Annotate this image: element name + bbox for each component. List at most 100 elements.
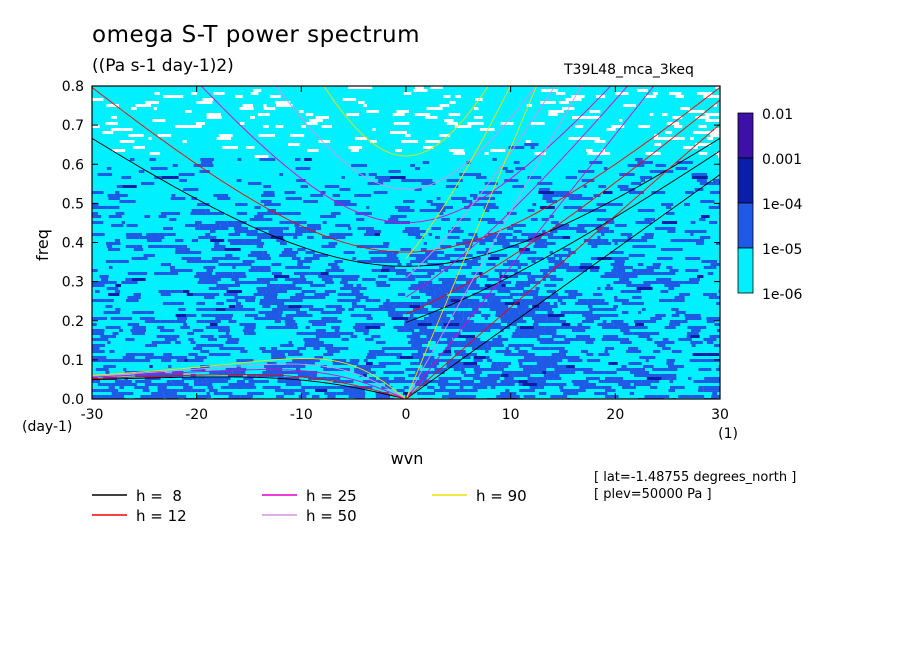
field-cell bbox=[635, 239, 641, 242]
field-cell bbox=[627, 164, 645, 167]
field-cell bbox=[236, 302, 241, 305]
field-cell bbox=[337, 293, 348, 296]
field-cell bbox=[542, 194, 560, 197]
field-cell bbox=[218, 314, 233, 317]
field-cell bbox=[116, 260, 129, 263]
field-cell bbox=[225, 341, 239, 344]
field-cell bbox=[465, 299, 480, 302]
field-cell bbox=[589, 110, 601, 113]
field-cell bbox=[507, 212, 517, 215]
field-cell bbox=[623, 104, 636, 107]
field-cell bbox=[314, 356, 323, 359]
field-cell bbox=[101, 359, 118, 362]
field-cell bbox=[92, 380, 96, 383]
field-cell bbox=[644, 233, 654, 236]
field-cell bbox=[473, 107, 479, 110]
field-cell bbox=[175, 248, 190, 251]
field-cell bbox=[183, 290, 190, 293]
field-cell bbox=[160, 329, 170, 332]
field-cell bbox=[411, 344, 422, 347]
field-cell bbox=[220, 224, 229, 227]
field-cell bbox=[708, 368, 712, 371]
field-cell bbox=[205, 209, 210, 212]
field-cell bbox=[332, 311, 342, 314]
field-cell bbox=[654, 227, 661, 230]
field-cell bbox=[567, 359, 583, 362]
field-cell bbox=[614, 299, 629, 302]
field-cell bbox=[259, 302, 271, 305]
field-cell bbox=[307, 341, 324, 344]
field-cell bbox=[652, 263, 661, 266]
field-cell bbox=[660, 227, 676, 230]
field-cell bbox=[108, 293, 120, 296]
field-cell bbox=[257, 113, 270, 116]
field-cell bbox=[590, 224, 602, 227]
field-cell bbox=[527, 209, 535, 212]
field-cell bbox=[242, 104, 253, 107]
field-cell bbox=[603, 167, 608, 170]
field-cell bbox=[661, 203, 674, 206]
field-cell bbox=[635, 326, 648, 329]
field-cell bbox=[472, 293, 478, 296]
field-cell bbox=[357, 314, 362, 317]
field-cell bbox=[538, 191, 555, 194]
field-cell bbox=[688, 239, 705, 242]
field-cell bbox=[235, 203, 245, 206]
field-cell bbox=[200, 161, 213, 164]
field-cell bbox=[225, 368, 240, 371]
field-cell bbox=[473, 359, 483, 362]
field-cell bbox=[295, 266, 311, 269]
field-cell bbox=[124, 128, 133, 131]
field-cell bbox=[546, 200, 554, 203]
field-cell bbox=[174, 245, 183, 248]
field-cell bbox=[453, 320, 459, 323]
field-cell bbox=[326, 332, 339, 335]
field-cell bbox=[342, 98, 357, 101]
dispersion-curve-2-1 bbox=[92, 87, 720, 253]
field-cell bbox=[540, 317, 548, 320]
field-cell bbox=[127, 323, 140, 326]
field-cell bbox=[512, 185, 524, 188]
field-cell bbox=[146, 239, 162, 242]
field-cell bbox=[468, 389, 478, 392]
field-cell bbox=[375, 176, 390, 179]
field-cell bbox=[710, 134, 720, 137]
field-cell bbox=[393, 371, 405, 374]
field-cell bbox=[596, 209, 607, 212]
field-cell bbox=[416, 179, 433, 182]
field-cell bbox=[154, 92, 160, 95]
field-cell bbox=[92, 344, 105, 347]
field-cell bbox=[542, 329, 557, 332]
field-cell bbox=[352, 305, 366, 308]
field-cell bbox=[545, 320, 555, 323]
field-cell bbox=[532, 323, 539, 326]
field-cell bbox=[403, 200, 415, 203]
field-cell bbox=[473, 302, 482, 305]
field-cell bbox=[330, 212, 341, 215]
field-cell bbox=[161, 359, 172, 362]
field-cell bbox=[675, 167, 688, 170]
field-cell bbox=[263, 317, 280, 320]
field-cell bbox=[299, 278, 307, 281]
field-cell bbox=[371, 335, 381, 338]
field-cell bbox=[312, 323, 326, 326]
field-cell bbox=[698, 386, 704, 389]
field-cell bbox=[418, 281, 425, 284]
y-tick-label: 0.1 bbox=[62, 353, 84, 369]
field-cell bbox=[472, 257, 481, 260]
field-cell bbox=[111, 128, 125, 131]
field-cell bbox=[502, 263, 520, 266]
field-cell bbox=[448, 305, 454, 308]
field-cell bbox=[263, 296, 277, 299]
field-cell bbox=[178, 395, 187, 398]
field-cell bbox=[149, 152, 161, 155]
field-cell bbox=[201, 260, 207, 263]
field-cell bbox=[92, 389, 101, 392]
field-cell bbox=[295, 167, 311, 170]
field-cell bbox=[526, 302, 542, 305]
field-cell bbox=[544, 233, 554, 236]
field-cell bbox=[117, 359, 125, 362]
field-cell bbox=[644, 218, 655, 221]
dispersion-curve-2-2 bbox=[92, 374, 407, 399]
field-cell bbox=[492, 158, 497, 161]
